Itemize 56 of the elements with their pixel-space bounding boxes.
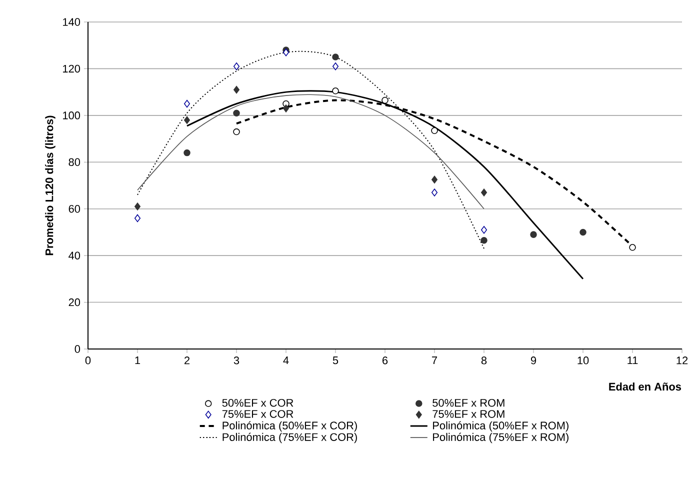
point [332, 54, 339, 60]
line-series [137, 94, 484, 210]
point [233, 62, 240, 70]
y-tick-label: 80 [68, 158, 80, 166]
point [184, 100, 190, 108]
legend-label: Polinómica (50%EF x ROM) [433, 421, 568, 432]
point [184, 149, 190, 156]
point [580, 228, 586, 236]
x-tick-label: 6 [382, 356, 388, 364]
legend-label: 50%EF x ROM [432, 398, 504, 407]
y-tick-label: 0 [74, 345, 80, 353]
x-tick-label: 9 [530, 356, 536, 364]
point [233, 110, 240, 116]
legend-label: 50%EF x COR [222, 398, 294, 407]
point [332, 88, 339, 94]
x-tick-label: 0 [85, 356, 91, 364]
legend-label: Polinómica (50%EF x COR) [222, 421, 357, 432]
point [480, 226, 488, 234]
legend-label: Polinómica (75%EF x ROM) [433, 432, 568, 444]
point [134, 214, 141, 222]
point [382, 96, 388, 104]
point [282, 104, 290, 112]
y-tick-label: 60 [68, 204, 80, 213]
x-tick-label: 4 [283, 356, 289, 364]
y-tick-label: 140 [63, 18, 80, 26]
legend-label: Polinómica (75%EF x COR) [222, 432, 357, 444]
y-axis-title: Promedio L120 días (litros) [45, 116, 56, 256]
x-tick-label: 5 [332, 356, 338, 364]
point [431, 188, 438, 196]
point [134, 202, 141, 210]
x-tick-label: 2 [184, 356, 190, 364]
point [282, 48, 290, 56]
point [233, 128, 240, 136]
legend-label: 75%EF x ROM [432, 410, 504, 418]
x-tick-label: 12 [676, 356, 688, 364]
y-tick-label: 20 [68, 298, 80, 306]
point [332, 62, 339, 70]
y-tick-label: 40 [68, 252, 80, 260]
x-tick-label: 1 [135, 356, 140, 364]
point [480, 237, 488, 244]
point [629, 244, 636, 251]
x-tick-label: 3 [234, 356, 240, 364]
point [480, 188, 488, 196]
x-axis-title: Edad en Años [609, 382, 682, 391]
x-tick-label: 11 [628, 356, 638, 364]
point [233, 86, 240, 94]
point [184, 116, 190, 124]
y-tick-label: 100 [63, 112, 80, 120]
point [530, 231, 537, 238]
legend-label: 75%EF x COR [222, 410, 294, 418]
x-tick-label: 8 [481, 356, 487, 364]
point [431, 176, 438, 184]
point [431, 127, 438, 134]
x-tick-label: 10 [578, 356, 589, 364]
x-tick-label: 7 [432, 356, 438, 364]
y-tick-label: 120 [63, 64, 80, 73]
